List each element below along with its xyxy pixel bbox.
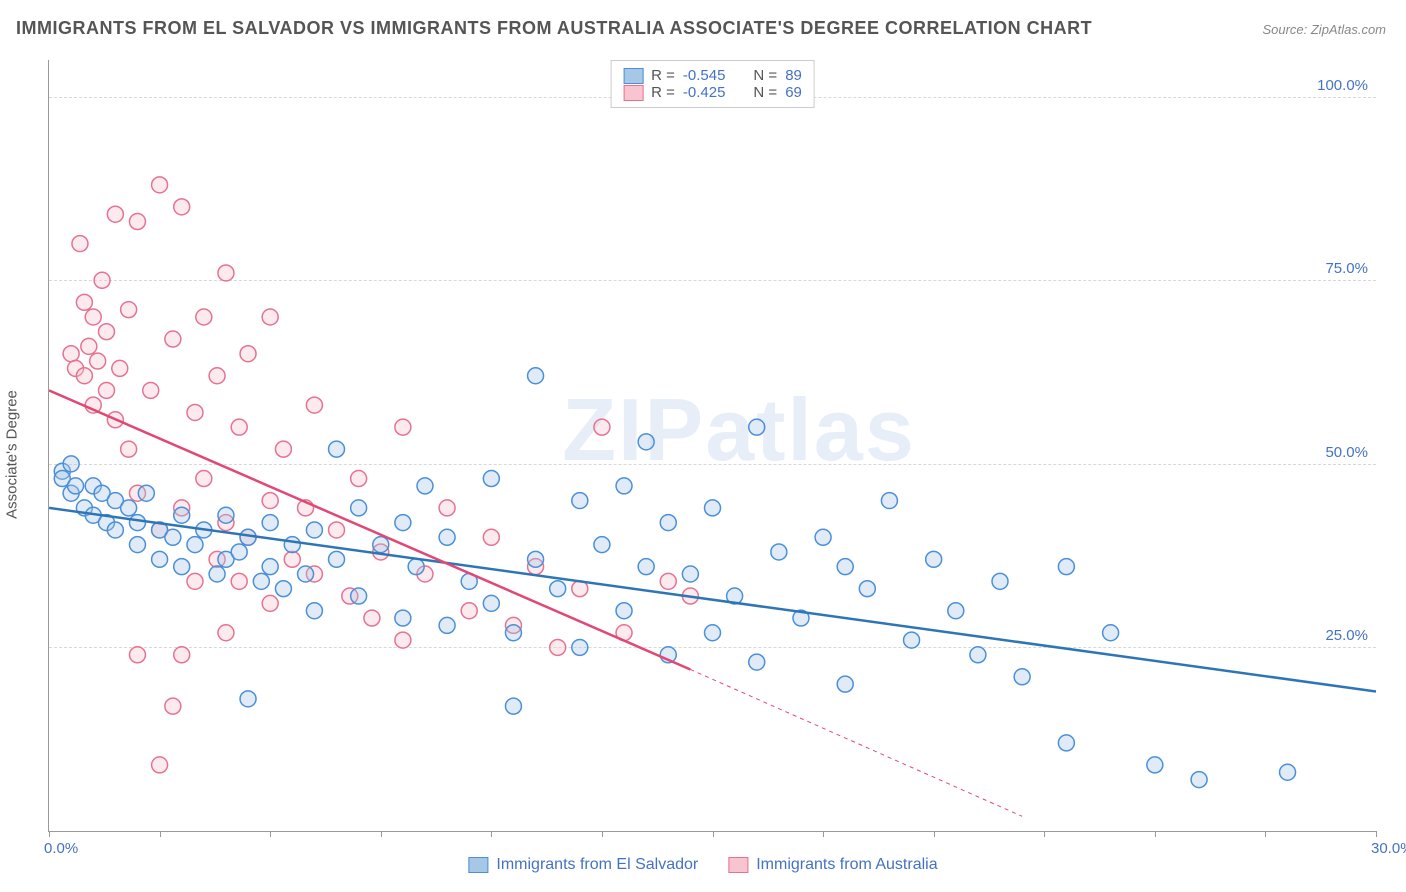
x-tick <box>713 831 714 837</box>
plot-area: ZIPatlas R = -0.545 N = 89 R = -0.425 N … <box>48 60 1376 832</box>
chart-svg <box>49 60 1376 831</box>
legend-series-label-2: Immigrants from Australia <box>756 856 937 874</box>
legend-r-value-1: -0.545 <box>683 67 726 84</box>
legend-r-label-1: R = <box>651 67 675 84</box>
chart-title: IMMIGRANTS FROM EL SALVADOR VS IMMIGRANT… <box>16 18 1092 39</box>
y-axis-label: Associate's Degree <box>4 390 21 519</box>
x-tick <box>602 831 603 837</box>
legend-r-value-2: -0.425 <box>683 84 726 101</box>
source-label: Source: ZipAtlas.com <box>1262 22 1386 37</box>
legend-series-item-1: Immigrants from El Salvador <box>468 856 698 874</box>
x-tick <box>49 831 50 837</box>
x-tick <box>491 831 492 837</box>
x-tick <box>823 831 824 837</box>
legend-stats-row-2: R = -0.425 N = 69 <box>623 84 802 101</box>
x-tick-label: 30.0% <box>1371 840 1406 857</box>
legend-swatch-2 <box>623 85 643 101</box>
legend-series-label-1: Immigrants from El Salvador <box>496 856 698 874</box>
legend-series-swatch-1 <box>468 857 488 873</box>
legend-n-value-1: 89 <box>785 67 802 84</box>
legend-series-swatch-2 <box>728 857 748 873</box>
x-tick-label: 0.0% <box>44 840 78 857</box>
legend-r-label-2: R = <box>651 84 675 101</box>
x-tick <box>381 831 382 837</box>
legend-series: Immigrants from El Salvador Immigrants f… <box>468 856 937 874</box>
legend-stats: R = -0.545 N = 89 R = -0.425 N = 69 <box>610 60 815 108</box>
x-tick <box>1265 831 1266 837</box>
x-tick <box>1155 831 1156 837</box>
x-tick <box>270 831 271 837</box>
legend-n-value-2: 69 <box>785 84 802 101</box>
legend-series-item-2: Immigrants from Australia <box>728 856 937 874</box>
x-tick <box>1044 831 1045 837</box>
legend-n-label-2: N = <box>753 84 777 101</box>
x-tick <box>160 831 161 837</box>
legend-swatch-1 <box>623 68 643 84</box>
legend-stats-row-1: R = -0.545 N = 89 <box>623 67 802 84</box>
legend-n-label-1: N = <box>753 67 777 84</box>
x-tick <box>934 831 935 837</box>
x-tick <box>1376 831 1377 837</box>
